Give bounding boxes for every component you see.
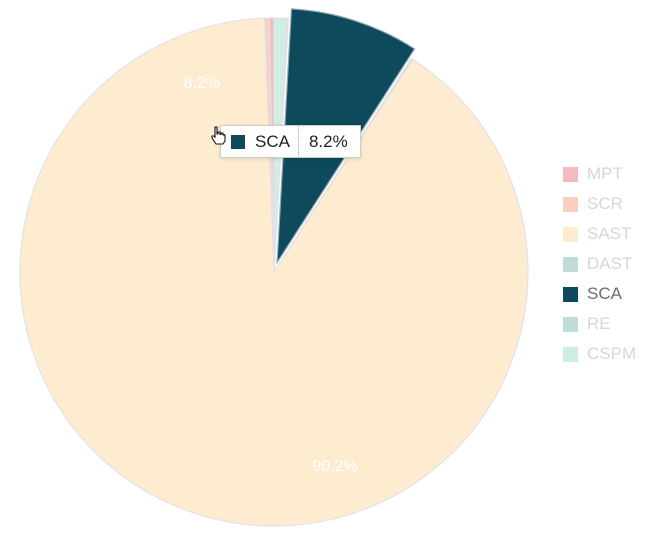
legend-item-scr[interactable]: SCR: [563, 189, 636, 219]
tooltip-color-swatch: [231, 134, 245, 149]
data-label-sast: 90.2%: [312, 458, 357, 475]
legend-label-sast: SAST: [587, 224, 632, 243]
chart-legend: MPT SCR SAST DAST SCA RE CSPM: [563, 159, 636, 369]
legend-swatch-sast: [563, 226, 578, 242]
legend-label-dast: DAST: [587, 254, 633, 273]
legend-swatch-cspm: [563, 346, 578, 362]
pie-slice-sast[interactable]: [19, 17, 529, 527]
legend-item-re[interactable]: RE: [563, 309, 636, 339]
legend-label-scr: SCR: [587, 194, 623, 213]
legend-item-mpt[interactable]: MPT: [563, 159, 636, 189]
legend-swatch-mpt: [563, 166, 578, 182]
tooltip-divider: [297, 126, 299, 157]
legend-item-cspm[interactable]: CSPM: [563, 339, 636, 369]
legend-swatch-sca: [563, 286, 578, 302]
legend-swatch-re: [563, 316, 578, 332]
legend-label-sca: SCA: [587, 284, 622, 303]
legend-item-sca[interactable]: SCA: [563, 279, 636, 309]
data-label-sca: 8.2%: [184, 75, 220, 92]
chart-tooltip: SCA 8.2%: [220, 125, 361, 158]
tooltip-value: 8.2%: [308, 131, 348, 151]
legend-label-cspm: CSPM: [587, 344, 637, 363]
hand-pointer-icon: [211, 126, 226, 145]
legend-item-sast[interactable]: SAST: [563, 219, 636, 249]
legend-label-re: RE: [587, 314, 611, 333]
legend-swatch-scr: [563, 196, 578, 212]
tooltip-series-name: SCA: [255, 131, 290, 151]
legend-item-dast[interactable]: DAST: [563, 249, 636, 279]
pie-slice-dast[interactable]: [273, 57, 414, 273]
legend-label-mpt: MPT: [587, 164, 623, 183]
legend-swatch-dast: [563, 256, 578, 272]
